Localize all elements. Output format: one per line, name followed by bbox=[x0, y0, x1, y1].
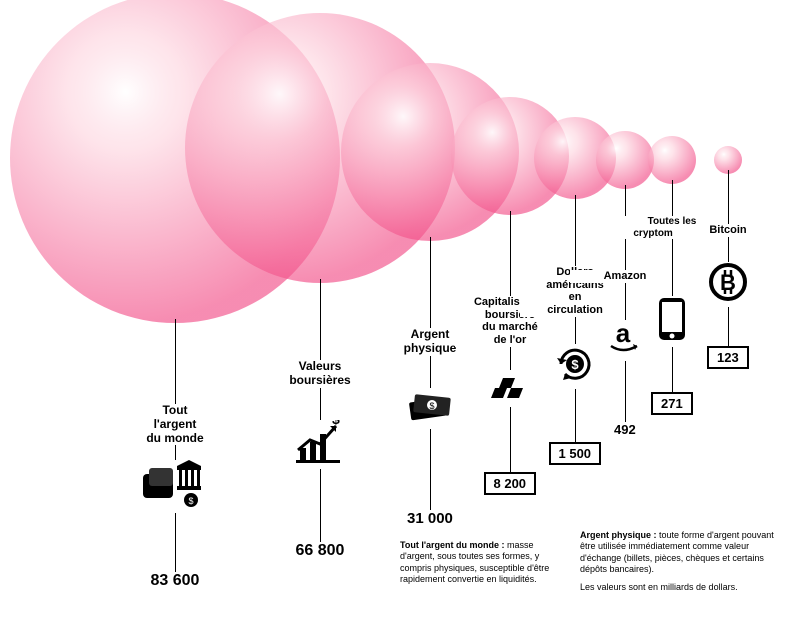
label-all_money: Toutl'argentdu monde bbox=[120, 404, 230, 445]
value-bitcoin: 123 bbox=[707, 346, 749, 369]
value-all_money: 83 600 bbox=[151, 572, 200, 590]
leader-usd_circ bbox=[575, 195, 576, 442]
label-bitcoin: Bitcoin bbox=[673, 224, 783, 237]
leader-all_money bbox=[175, 319, 176, 572]
value-gold_mkt: 8 200 bbox=[484, 472, 537, 495]
footnote: Les valeurs sont en milliards de dollars… bbox=[580, 582, 775, 593]
label-stocks: Valeursboursières bbox=[265, 360, 375, 388]
leader-bitcoin bbox=[728, 170, 729, 346]
gold-bars-icon bbox=[487, 370, 533, 407]
wallet-bank-icon: $ bbox=[143, 460, 207, 513]
footnote: Argent physique : toute forme d'argent p… bbox=[580, 530, 775, 575]
svg-text:$: $ bbox=[332, 420, 340, 427]
value-phys_silver: 31 000 bbox=[407, 510, 453, 527]
amazon-icon: a bbox=[607, 320, 643, 361]
bitcoin-icon: B bbox=[708, 262, 748, 307]
smartphone-icon bbox=[657, 296, 687, 347]
leader-phys_silver bbox=[430, 237, 431, 510]
leader-stocks bbox=[320, 279, 321, 542]
sphere-crypto bbox=[648, 136, 696, 184]
leader-crypto bbox=[672, 180, 673, 392]
svg-text:$: $ bbox=[571, 357, 579, 372]
growth-chart-icon: $ bbox=[296, 420, 344, 469]
cash-stack-icon: $ bbox=[404, 388, 456, 429]
svg-text:$: $ bbox=[188, 496, 193, 506]
footnote: Tout l'argent du monde : masse d'argent,… bbox=[400, 540, 565, 585]
sphere-amazon bbox=[596, 131, 654, 189]
value-amazon: 492 bbox=[614, 422, 636, 437]
value-crypto: 271 bbox=[651, 392, 693, 415]
dollar-cycle-icon: $ bbox=[555, 344, 595, 389]
value-usd_circ: 1 500 bbox=[549, 442, 602, 465]
label-amazon: Amazon bbox=[570, 270, 680, 283]
value-stocks: 66 800 bbox=[296, 542, 345, 560]
svg-text:$: $ bbox=[429, 401, 434, 411]
svg-text:B: B bbox=[720, 270, 736, 295]
svg-text:a: a bbox=[616, 320, 631, 348]
